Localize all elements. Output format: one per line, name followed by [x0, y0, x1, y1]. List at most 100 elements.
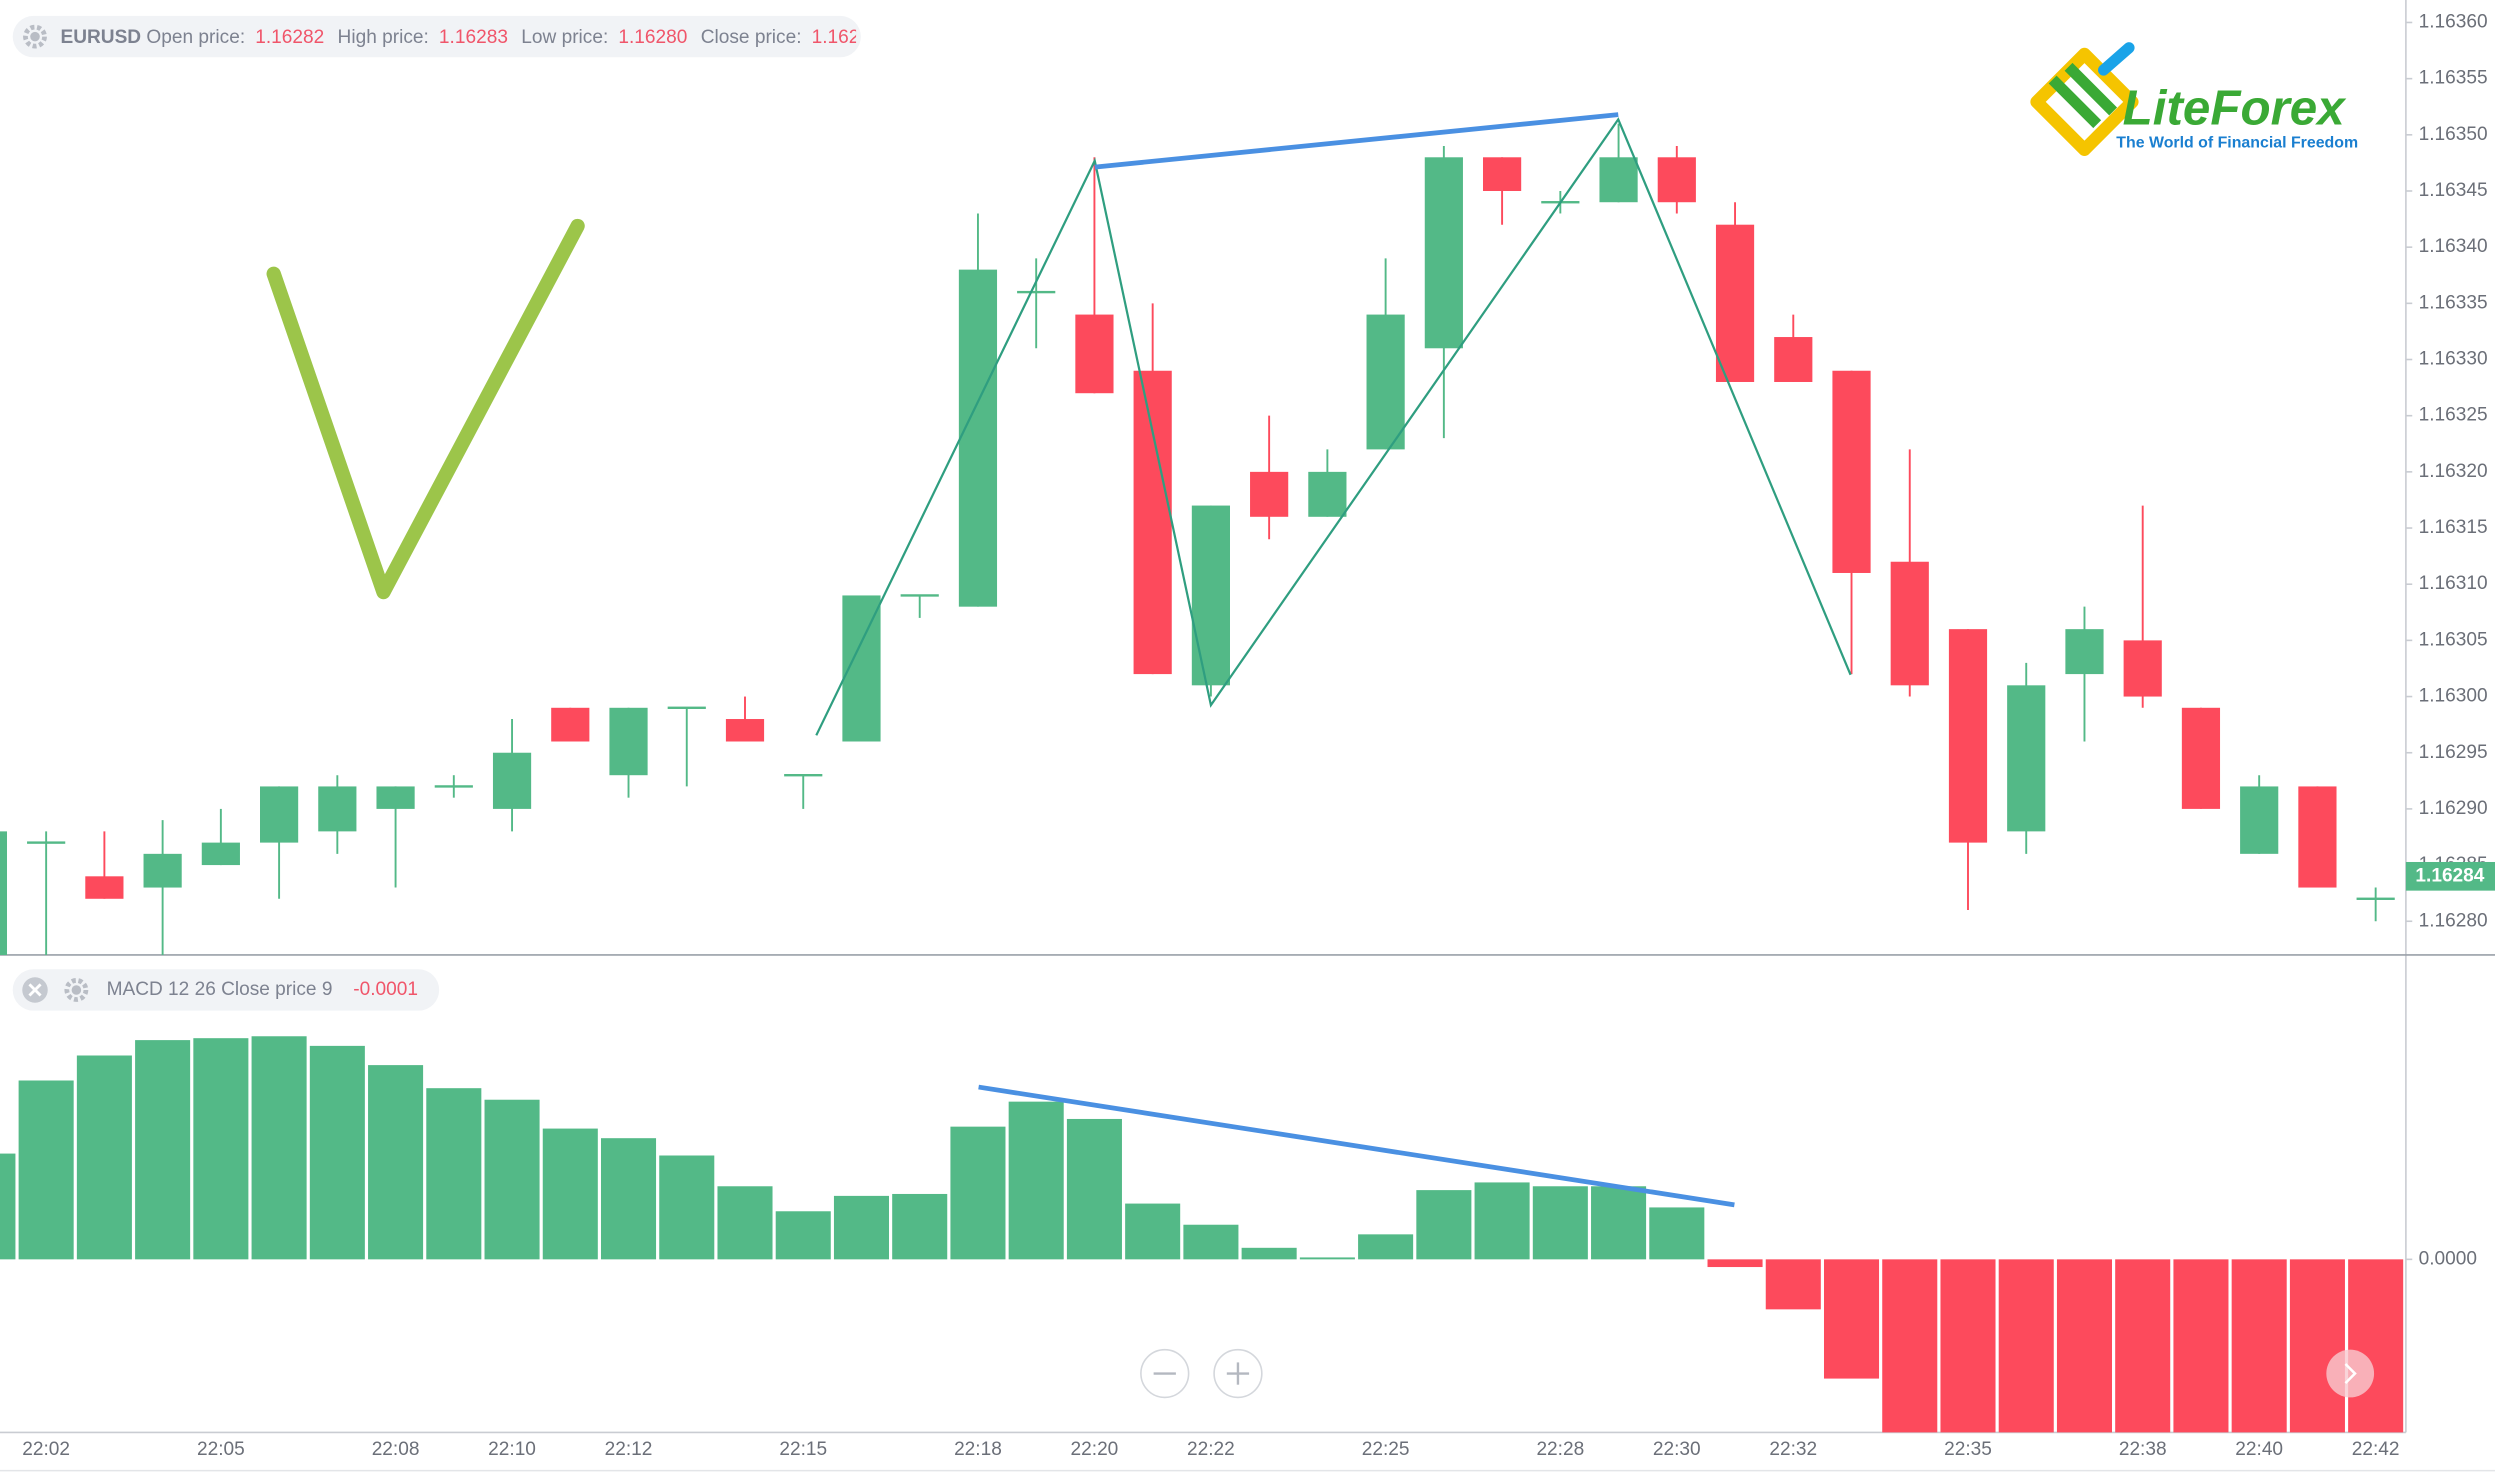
readout-item: Close price: [700, 25, 802, 48]
zoom-out-button[interactable] [1140, 1348, 1190, 1399]
macd-bar [1940, 1259, 1996, 1433]
y-tick-label: 1.16315 [2419, 517, 2488, 538]
candle-body [2065, 629, 2104, 675]
candle-body [1366, 314, 1405, 450]
x-tick-label: 22:20 [1071, 1439, 1119, 1460]
candle-body [2240, 786, 2279, 854]
candle-body [900, 594, 939, 597]
x-tick-label: 22:38 [2119, 1439, 2167, 1460]
macd-bar [1066, 1118, 1122, 1260]
readout-item: 1.16283 [438, 25, 508, 48]
candle-body [1133, 370, 1172, 675]
readout-text: EURUSD Open price: 1.16282 High price: 1… [60, 16, 856, 57]
candle-body [1774, 337, 1813, 382]
macd-bar [251, 1036, 307, 1260]
macd-bar [368, 1065, 424, 1260]
candle-body [0, 831, 8, 955]
x-tick-label: 22:22 [1187, 1439, 1235, 1460]
y-tick-label: 1.16325 [2419, 405, 2488, 426]
readout-item: EURUSD [60, 25, 142, 48]
macd-bar [135, 1040, 191, 1260]
y-tick-label: 1.16340 [2419, 236, 2488, 257]
candle-body [1715, 224, 1755, 382]
y-tick-label: 1.16295 [2419, 742, 2488, 763]
macd-bar [1358, 1234, 1414, 1260]
readout-item: High price: [337, 25, 429, 48]
macd-bar [717, 1186, 773, 1260]
y-tick-label: 1.16305 [2419, 629, 2488, 650]
y-tick-label: 1.16300 [2419, 686, 2488, 707]
macd-bar [2173, 1259, 2229, 1433]
candle-body [492, 752, 532, 809]
y-tick-label: 1.16335 [2419, 292, 2488, 313]
x-tick-label: 22:05 [197, 1439, 245, 1460]
price-header [12, 15, 861, 58]
y-tick-label: 1.16360 [2419, 12, 2488, 33]
x-tick-label: 22:25 [1362, 1439, 1410, 1460]
x-tick-label: 22:32 [1769, 1439, 1817, 1460]
close-icon[interactable] [22, 977, 48, 1003]
logo-name: LiteForex [2123, 80, 2348, 135]
macd-bar [950, 1126, 1006, 1260]
macd-bar [2231, 1259, 2287, 1433]
y-tick-label: 1.16330 [2419, 349, 2488, 370]
macd-bar [2348, 1259, 2404, 1433]
x-tick-label: 22:10 [488, 1439, 536, 1460]
y-tick-label: 1.16355 [2419, 68, 2488, 89]
macd-title: MACD 12 26 Close price 9 [107, 979, 333, 1000]
macd-bar [1474, 1182, 1530, 1260]
readout-item: Open price: [146, 25, 246, 48]
macd-bar [1882, 1259, 1938, 1433]
settings-icon[interactable] [64, 978, 89, 1002]
macd-bar [1823, 1259, 1880, 1379]
candle-body [1599, 157, 1638, 203]
readout-item: 1.16282 [811, 25, 856, 48]
y-tick-label: 1.16345 [2419, 180, 2488, 201]
candle-body [1075, 314, 1114, 394]
settings-icon[interactable] [23, 24, 47, 49]
macd-bar [426, 1088, 482, 1260]
candle-body [1890, 561, 1929, 686]
macd-readout: -0.0001 [353, 979, 418, 1000]
candle-body [1948, 629, 1988, 843]
candle-body [958, 269, 998, 607]
candle-body [201, 842, 240, 866]
readout-item: Low price: [521, 25, 609, 48]
readout-item: 1.16282 [255, 25, 325, 48]
macd-bar [1765, 1259, 1821, 1310]
checkmark [266, 218, 585, 600]
candle-body [1308, 471, 1347, 517]
macd-bar [2115, 1259, 2171, 1433]
candle-body [1250, 471, 1289, 517]
x-tick-label: 22:15 [779, 1439, 827, 1460]
macd-bar [1299, 1257, 1355, 1260]
macd-bar [1183, 1224, 1239, 1260]
candle-body [434, 785, 473, 788]
y-tick-label: 0.0000 [2419, 1248, 2477, 1269]
candle-body [2123, 640, 2162, 697]
scroll-right-button[interactable] [2326, 1349, 2375, 1398]
candle-body [260, 786, 299, 843]
macd-bar [309, 1045, 365, 1260]
macd-bar [2289, 1259, 2345, 1433]
price-readout: EURUSD Open price: 1.16282 High price: 1… [60, 16, 856, 57]
macd-bar [1125, 1203, 1181, 1260]
candle-body [725, 719, 765, 742]
macd-trendline [978, 1084, 1735, 1208]
axes: 1.162801.162851.162901.162951.163001.163… [22, 12, 2495, 1460]
candle-body [2298, 786, 2337, 888]
macd-bar [2056, 1259, 2112, 1433]
y-tick-label: 1.16350 [2419, 124, 2488, 145]
y-tick-label: 1.16280 [2419, 910, 2488, 931]
macd-bar [600, 1138, 657, 1260]
macd-bar [1707, 1259, 1763, 1268]
x-tick-label: 22:42 [2352, 1439, 2400, 1460]
macd-bar [1649, 1207, 1705, 1260]
zoom-in-button[interactable] [1213, 1348, 1263, 1399]
macd-bar [18, 1080, 74, 1260]
y-tick-label: 1.16290 [2419, 798, 2488, 819]
macd-panel [0, 1036, 2404, 1433]
macd-bar [1998, 1259, 2054, 1433]
candle-body [784, 774, 823, 777]
candle-body [1424, 157, 1463, 349]
